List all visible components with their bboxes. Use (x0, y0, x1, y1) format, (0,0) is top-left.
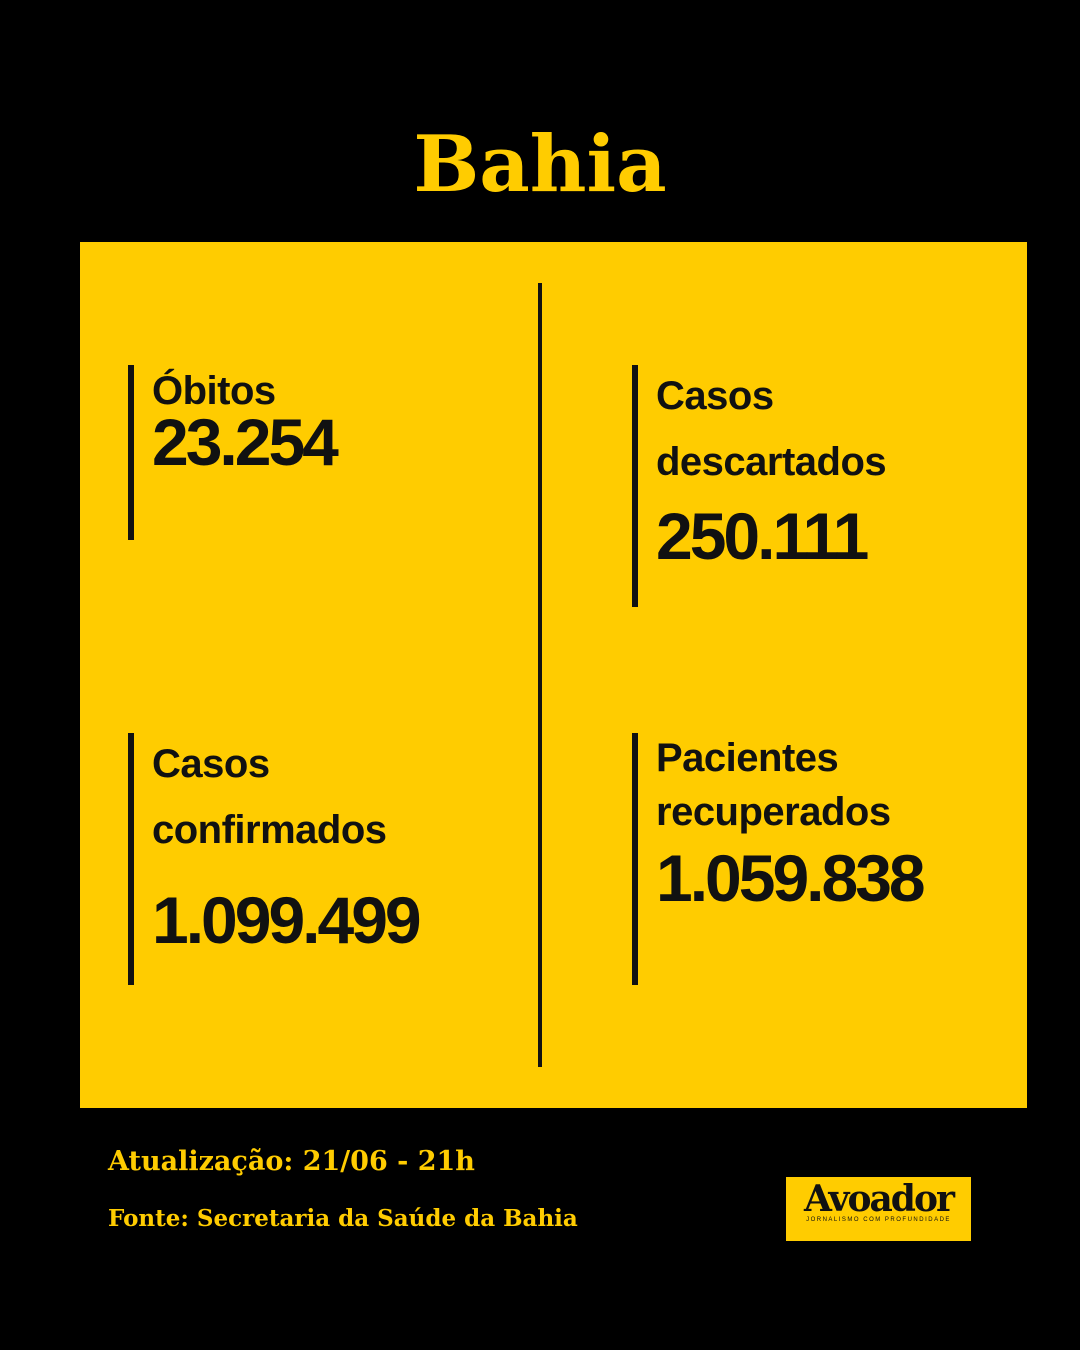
stat-value: 1.059.838 (656, 841, 926, 915)
source-note: Fonte: Secretaria da Saúde da Bahia (108, 1205, 578, 1232)
stat: Óbitos 23.254 (128, 365, 442, 540)
stat: Casos descartados 250.111 (632, 365, 946, 607)
divider (538, 283, 542, 1067)
stat-label: Casos descartados (656, 374, 887, 484)
stat-value: 250.111 (656, 499, 869, 573)
stats-panel (80, 242, 1027, 1108)
stat-label: Óbitos (152, 369, 276, 413)
update-note: Atualização: 21/06 - 21h (108, 1146, 475, 1177)
stat-value: 23.254 (152, 405, 339, 479)
stat: Pacientes recuperados 1.059.838 (632, 733, 956, 985)
stat-value: 1.099.499 (152, 883, 422, 957)
logo-name: Avoador (804, 1178, 955, 1220)
title: Bahia (413, 119, 667, 210)
stat-label: Casos confirmados (152, 742, 387, 852)
stat: Casos confirmados 1.099.499 (128, 733, 442, 985)
logo-tagline: JORNALISMO COM PROFUNDIDADE (806, 1217, 951, 1223)
logo: Avoador JORNALISMO COM PROFUNDIDADE (786, 1177, 971, 1241)
stat-label: Pacientes recuperados (656, 736, 891, 834)
